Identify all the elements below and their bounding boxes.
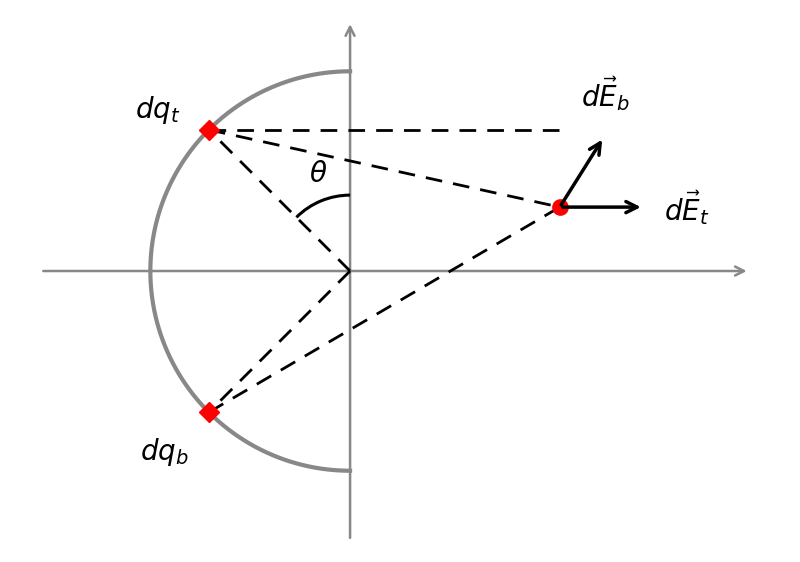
Text: $\theta$: $\theta$ <box>310 160 328 188</box>
Text: $dq_t$: $dq_t$ <box>135 94 181 126</box>
Text: $d\vec{E}_b$: $d\vec{E}_b$ <box>582 74 630 113</box>
Text: $dq_b$: $dq_b$ <box>140 436 189 468</box>
Text: $d\vec{E}_t$: $d\vec{E}_t$ <box>664 188 710 226</box>
